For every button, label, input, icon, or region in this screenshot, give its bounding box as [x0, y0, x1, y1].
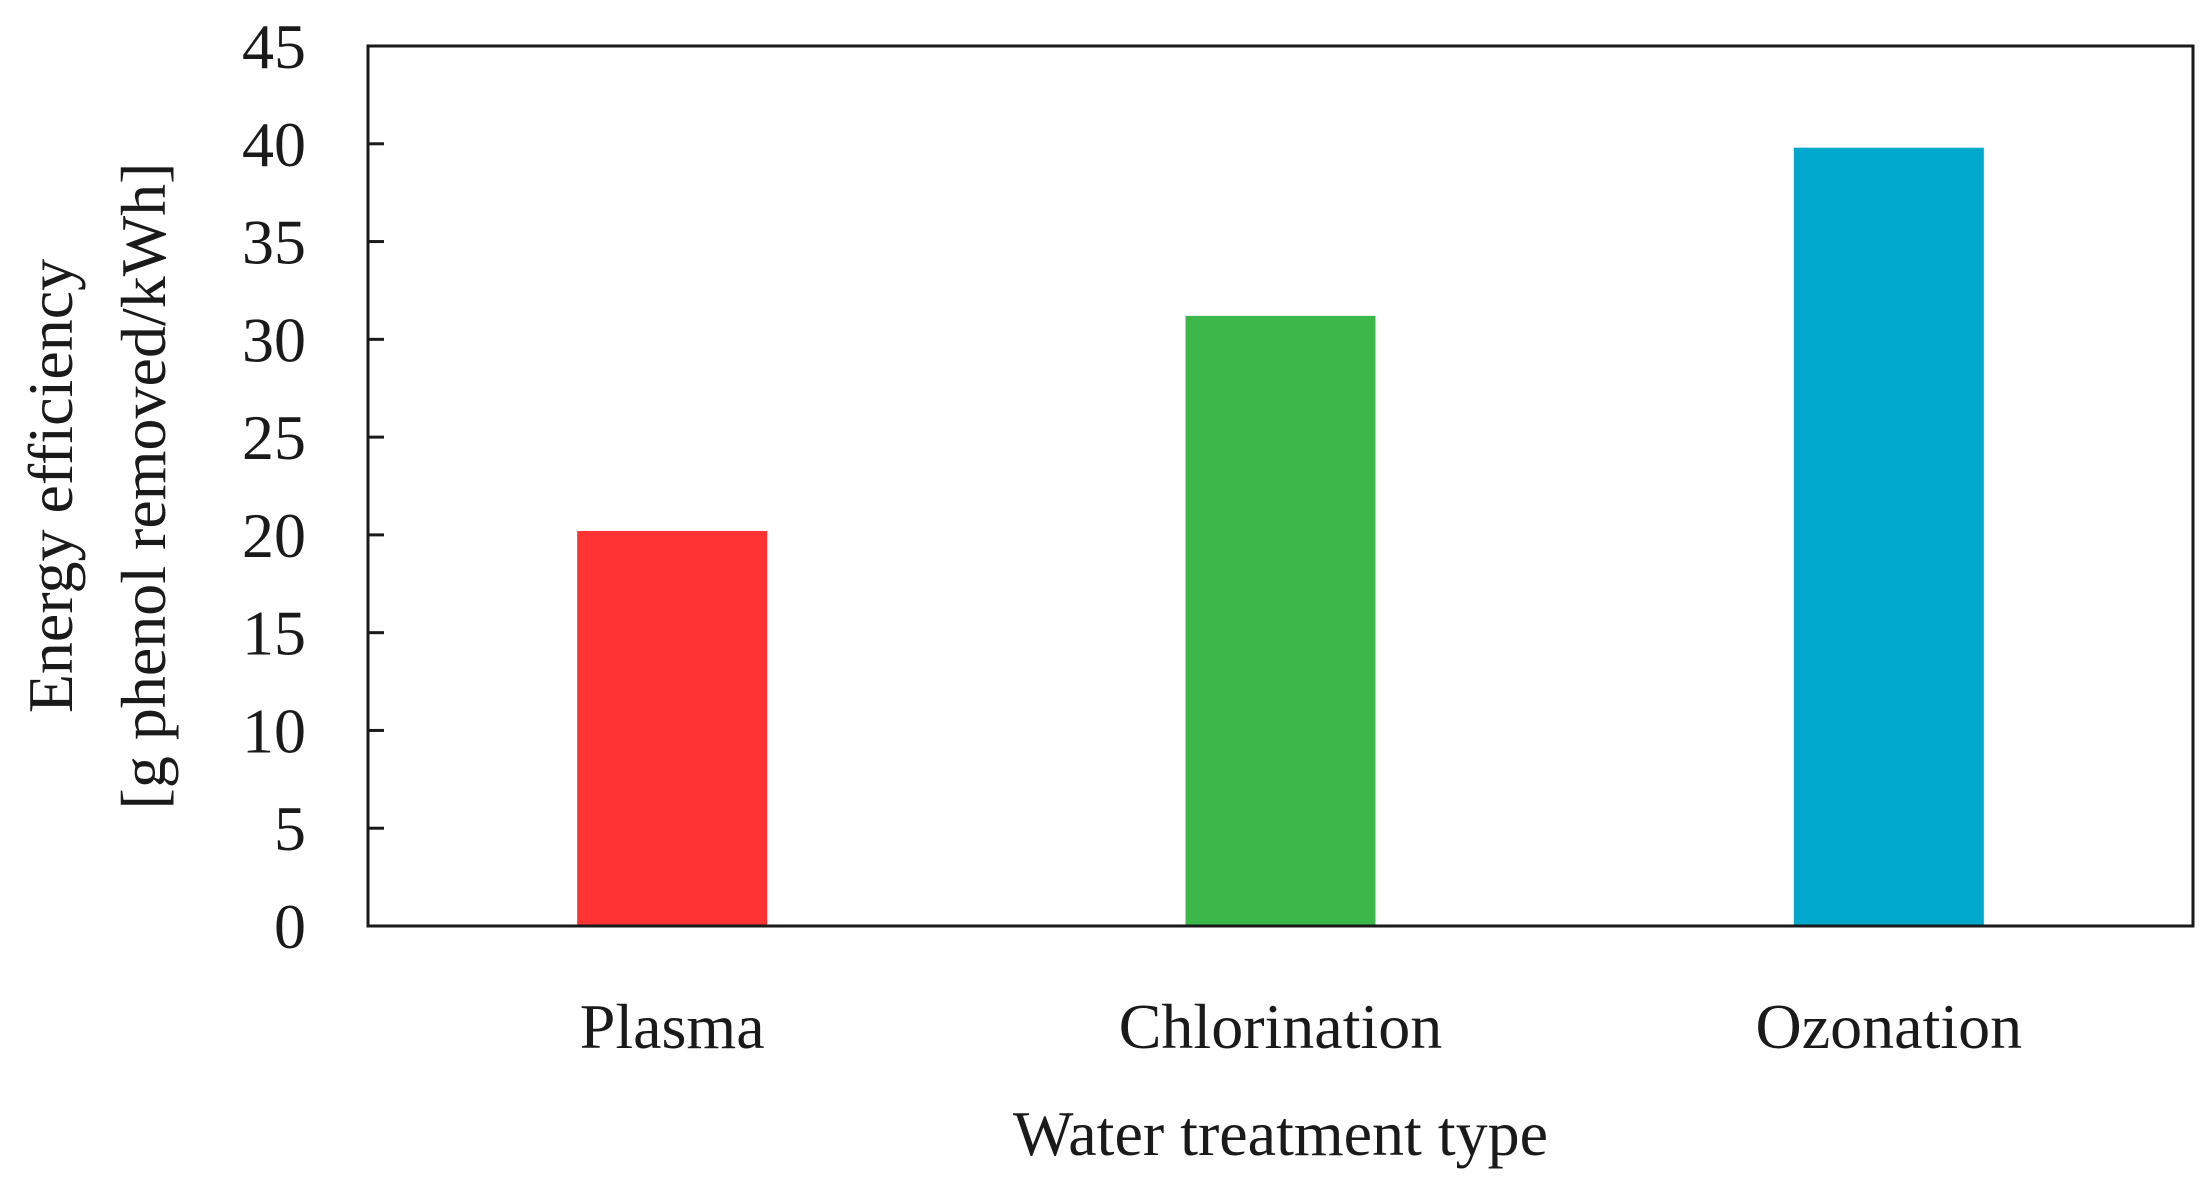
y-tick-label: 30	[242, 304, 306, 375]
y-tick-label: 40	[242, 109, 306, 180]
x-category-label: Plasma	[580, 991, 765, 1062]
x-category-label: Ozonation	[1756, 991, 2023, 1062]
x-category-label: Chlorination	[1119, 991, 1443, 1062]
y-tick-label: 25	[242, 402, 306, 473]
y-tick-label: 35	[242, 207, 306, 278]
y-tick-label: 10	[242, 695, 306, 766]
x-axis-title: Water treatment type	[1013, 1098, 1548, 1169]
y-tick-label: 20	[242, 500, 306, 571]
bar-chlorination	[1185, 315, 1376, 926]
y-axis-ticks: 0 5 10 15 20 25 30 35 40 45	[242, 11, 384, 962]
y-tick-label: 45	[242, 11, 306, 82]
bars-group	[577, 147, 1984, 926]
y-tick-label: 15	[242, 598, 306, 669]
y-axis-title-line-2: [g phenol removed/kWh]	[108, 163, 179, 810]
x-axis-categories: Plasma Chlorination Ozonation	[580, 991, 2022, 1062]
y-axis-title-line-1: Energy efficiency	[15, 259, 86, 713]
bar-plasma	[577, 530, 768, 926]
plot-frame	[366, 44, 2195, 928]
y-tick-label: 0	[274, 891, 306, 962]
y-tick-label: 5	[274, 793, 306, 864]
bar-ozonation	[1793, 147, 1984, 926]
